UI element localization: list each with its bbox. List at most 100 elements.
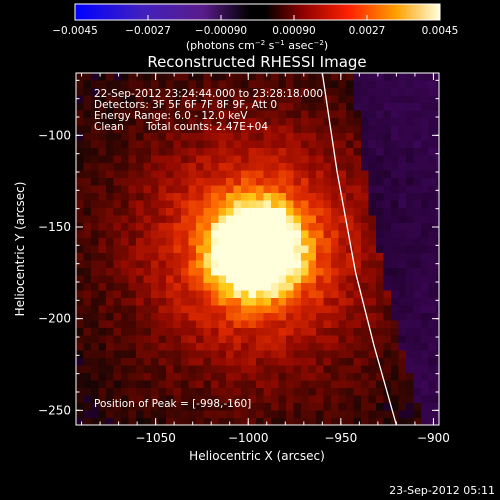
heatmap-pixel [368,200,377,209]
heatmap-pixel [271,268,279,276]
heatmap-pixel [241,290,249,299]
heatmap-pixel [91,290,99,299]
heatmap-pixel [391,88,399,96]
heatmap-pixel [233,373,242,381]
heatmap-pixel [76,73,84,81]
heatmap-pixel [316,148,324,156]
heatmap-pixel [151,185,159,194]
heatmap-pixel [76,350,84,359]
heatmap-pixel [413,103,422,111]
heatmap-pixel [121,373,129,381]
heatmap-pixel [286,365,294,374]
heatmap-pixel [188,178,197,186]
heatmap-pixel [368,73,377,81]
heatmap-pixel [263,403,272,411]
heatmap-pixel [256,410,264,419]
heatmap-pixel [286,418,294,425]
heatmap-pixel [271,320,279,329]
heatmap-pixel [83,365,92,374]
heatmap-pixel [83,328,92,336]
heatmap-pixel [188,95,197,104]
heatmap-pixel [196,223,204,231]
heatmap-pixel [436,185,439,194]
heatmap-pixel [166,328,174,336]
heatmap-pixel [368,140,377,149]
heatmap-pixel [421,140,429,149]
heatmap-pixel [406,328,414,336]
heatmap-pixel [98,335,107,344]
heatmap-pixel [226,365,234,374]
heatmap-pixel [323,88,332,96]
x-tick-label: −950 [324,431,357,445]
heatmap-pixel [331,110,339,119]
heatmap-pixel [346,148,354,156]
heatmap-pixel [301,388,309,396]
peak-position-label: Position of Peak = [-998,-160] [94,398,251,410]
heatmap-pixel [338,373,347,381]
heatmap-pixel [338,80,347,89]
heatmap-pixel [436,260,439,269]
heatmap-pixel [263,283,272,291]
heatmap-pixel [323,290,332,299]
heatmap-pixel [173,403,182,411]
heatmap-pixel [278,200,287,209]
heatmap-pixel [181,103,189,111]
heatmap-pixel [391,215,399,224]
heatmap-pixel [248,313,257,321]
heatmap-pixel [211,380,219,389]
heatmap-pixel [323,110,332,119]
heatmap-pixel [323,230,332,239]
heatmap-pixel [398,245,407,254]
heatmap-pixel [211,268,219,276]
heatmap-pixel [181,215,189,224]
heatmap-pixel [113,185,122,194]
heatmap-pixel [226,320,234,329]
heatmap-pixel [106,163,114,171]
heatmap-pixel [308,313,317,321]
heatmap-pixel [211,313,219,321]
heatmap-pixel [98,208,107,216]
heatmap-pixel [406,403,414,411]
heatmap-pixel [158,320,167,329]
heatmap-pixel [428,313,437,321]
heatmap-pixel [158,418,167,425]
heatmap-pixel [128,418,137,425]
heatmap-pixel [278,230,287,239]
heatmap-pixel [151,283,159,291]
heatmap-pixel [346,80,354,89]
heatmap-pixel [136,268,144,276]
heatmap-pixel [331,170,339,179]
heatmap-pixel [398,238,407,246]
heatmap-pixel [233,148,242,156]
heatmap-pixel [256,118,264,126]
heatmap-pixel [151,350,159,359]
heatmap-pixel [338,133,347,141]
heatmap-pixel [323,95,332,104]
heatmap-pixel [278,148,287,156]
heatmap-pixel [83,275,92,284]
heatmap-pixel [421,200,429,209]
heatmap-pixel [421,328,429,336]
heatmap-pixel [181,305,189,314]
heatmap-pixel [436,380,439,389]
heatmap-pixel [256,313,264,321]
heatmap-pixel [196,230,204,239]
heatmap-pixel [248,253,257,261]
heatmap-pixel [376,403,384,411]
heatmap-pixel [226,275,234,284]
heatmap-pixel [91,193,99,201]
heatmap-pixel [128,148,137,156]
heatmap-pixel [128,73,137,81]
heatmap-pixel [98,380,107,389]
heatmap-pixel [98,253,107,261]
heatmap-pixel [226,290,234,299]
heatmap-pixel [271,365,279,374]
heatmap-pixel [203,133,212,141]
heatmap-pixel [323,313,332,321]
heatmap-pixel [383,88,392,96]
heatmap-pixel [218,230,227,239]
heatmap-pixel [421,193,429,201]
heatmap-pixel [323,125,332,134]
heatmap-pixel [383,268,392,276]
heatmap-pixel [226,170,234,179]
